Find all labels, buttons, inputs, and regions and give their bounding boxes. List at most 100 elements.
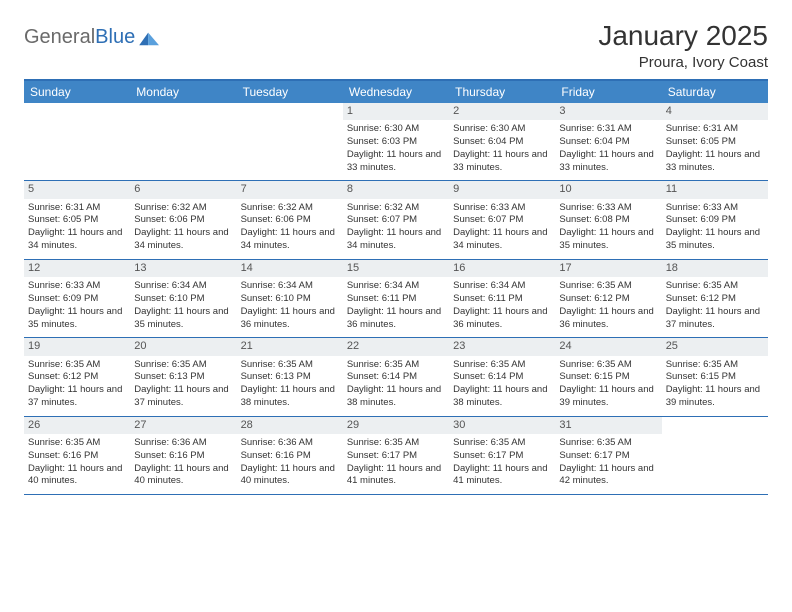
day-number: 27 [130,417,236,434]
sunset-line: Sunset: 6:13 PM [134,371,232,384]
day-cell: 31Sunrise: 6:35 AMSunset: 6:17 PMDayligh… [555,416,661,494]
week-row: 1Sunrise: 6:30 AMSunset: 6:03 PMDaylight… [24,103,768,181]
day-number: 26 [24,417,130,434]
day-cell: 9Sunrise: 6:33 AMSunset: 6:07 PMDaylight… [449,181,555,259]
day-info: Sunrise: 6:34 AMSunset: 6:11 PMDaylight:… [343,277,449,337]
day-info: Sunrise: 6:31 AMSunset: 6:05 PMDaylight:… [24,199,130,259]
day-number [130,103,236,120]
sunrise-line: Sunrise: 6:31 AM [559,123,657,136]
daylight-line: Daylight: 11 hours and 37 minutes. [28,384,126,410]
daylight-line: Daylight: 11 hours and 35 minutes. [666,227,764,253]
day-cell: 24Sunrise: 6:35 AMSunset: 6:15 PMDayligh… [555,338,661,416]
day-info: Sunrise: 6:32 AMSunset: 6:06 PMDaylight:… [237,199,343,259]
daylight-line: Daylight: 11 hours and 38 minutes. [453,384,551,410]
sunrise-line: Sunrise: 6:30 AM [453,123,551,136]
sunset-line: Sunset: 6:17 PM [559,450,657,463]
sunset-line: Sunset: 6:12 PM [28,371,126,384]
sunset-line: Sunset: 6:17 PM [347,450,445,463]
day-number [662,417,768,434]
day-number: 23 [449,338,555,355]
daylight-line: Daylight: 11 hours and 35 minutes. [559,227,657,253]
day-cell: 10Sunrise: 6:33 AMSunset: 6:08 PMDayligh… [555,181,661,259]
sunset-line: Sunset: 6:11 PM [347,293,445,306]
day-cell: 19Sunrise: 6:35 AMSunset: 6:12 PMDayligh… [24,338,130,416]
calendar-body: 1Sunrise: 6:30 AMSunset: 6:03 PMDaylight… [24,103,768,495]
day-info: Sunrise: 6:34 AMSunset: 6:11 PMDaylight:… [449,277,555,337]
day-number: 6 [130,181,236,198]
brand-part1: General [24,26,95,49]
header: GeneralBlue January 2025 Proura, Ivory C… [24,20,768,71]
day-number: 31 [555,417,661,434]
daylight-line: Daylight: 11 hours and 40 minutes. [241,463,339,489]
day-number: 5 [24,181,130,198]
day-number: 10 [555,181,661,198]
sunrise-line: Sunrise: 6:34 AM [453,280,551,293]
daylight-line: Daylight: 11 hours and 37 minutes. [134,384,232,410]
day-cell: 6Sunrise: 6:32 AMSunset: 6:06 PMDaylight… [130,181,236,259]
dow-wednesday: Wednesday [343,81,449,103]
day-cell: 3Sunrise: 6:31 AMSunset: 6:04 PMDaylight… [555,103,661,181]
day-info: Sunrise: 6:35 AMSunset: 6:17 PMDaylight:… [343,434,449,494]
daylight-line: Daylight: 11 hours and 34 minutes. [134,227,232,253]
day-cell: 7Sunrise: 6:32 AMSunset: 6:06 PMDaylight… [237,181,343,259]
sunset-line: Sunset: 6:10 PM [241,293,339,306]
day-number: 2 [449,103,555,120]
day-cell: 5Sunrise: 6:31 AMSunset: 6:05 PMDaylight… [24,181,130,259]
sunset-line: Sunset: 6:15 PM [666,371,764,384]
sunrise-line: Sunrise: 6:35 AM [347,359,445,372]
week-row: 12Sunrise: 6:33 AMSunset: 6:09 PMDayligh… [24,259,768,337]
dow-thursday: Thursday [449,81,555,103]
day-info: Sunrise: 6:35 AMSunset: 6:16 PMDaylight:… [24,434,130,494]
title-block: January 2025 Proura, Ivory Coast [598,20,768,71]
day-info: Sunrise: 6:35 AMSunset: 6:13 PMDaylight:… [237,356,343,416]
dow-row: Sunday Monday Tuesday Wednesday Thursday… [24,81,768,103]
day-number [237,103,343,120]
sunrise-line: Sunrise: 6:35 AM [28,437,126,450]
daylight-line: Daylight: 11 hours and 33 minutes. [559,149,657,175]
month-title: January 2025 [598,20,768,52]
day-number: 24 [555,338,661,355]
sunrise-line: Sunrise: 6:33 AM [559,202,657,215]
daylight-line: Daylight: 11 hours and 38 minutes. [241,384,339,410]
day-cell: 29Sunrise: 6:35 AMSunset: 6:17 PMDayligh… [343,416,449,494]
day-number: 30 [449,417,555,434]
daylight-line: Daylight: 11 hours and 35 minutes. [134,306,232,332]
daylight-line: Daylight: 11 hours and 40 minutes. [28,463,126,489]
dow-saturday: Saturday [662,81,768,103]
sunrise-line: Sunrise: 6:32 AM [347,202,445,215]
day-cell: 17Sunrise: 6:35 AMSunset: 6:12 PMDayligh… [555,259,661,337]
dow-tuesday: Tuesday [237,81,343,103]
day-cell: 11Sunrise: 6:33 AMSunset: 6:09 PMDayligh… [662,181,768,259]
calendar-table: Sunday Monday Tuesday Wednesday Thursday… [24,81,768,495]
day-info: Sunrise: 6:34 AMSunset: 6:10 PMDaylight:… [130,277,236,337]
sunrise-line: Sunrise: 6:35 AM [28,359,126,372]
day-info: Sunrise: 6:35 AMSunset: 6:17 PMDaylight:… [555,434,661,494]
day-info: Sunrise: 6:30 AMSunset: 6:03 PMDaylight:… [343,120,449,180]
empty-cell [237,103,343,181]
location: Proura, Ivory Coast [598,54,768,71]
sunset-line: Sunset: 6:14 PM [453,371,551,384]
sunrise-line: Sunrise: 6:32 AM [241,202,339,215]
sunset-line: Sunset: 6:10 PM [134,293,232,306]
day-cell: 21Sunrise: 6:35 AMSunset: 6:13 PMDayligh… [237,338,343,416]
sunset-line: Sunset: 6:05 PM [28,214,126,227]
daylight-line: Daylight: 11 hours and 34 minutes. [28,227,126,253]
sunset-line: Sunset: 6:16 PM [241,450,339,463]
week-row: 5Sunrise: 6:31 AMSunset: 6:05 PMDaylight… [24,181,768,259]
day-info: Sunrise: 6:33 AMSunset: 6:07 PMDaylight:… [449,199,555,259]
day-number [24,103,130,120]
day-cell: 28Sunrise: 6:36 AMSunset: 6:16 PMDayligh… [237,416,343,494]
sunset-line: Sunset: 6:14 PM [347,371,445,384]
day-cell: 18Sunrise: 6:35 AMSunset: 6:12 PMDayligh… [662,259,768,337]
sunset-line: Sunset: 6:07 PM [453,214,551,227]
day-cell: 20Sunrise: 6:35 AMSunset: 6:13 PMDayligh… [130,338,236,416]
day-number: 20 [130,338,236,355]
dow-sunday: Sunday [24,81,130,103]
sunset-line: Sunset: 6:12 PM [666,293,764,306]
empty-cell [130,103,236,181]
sunset-line: Sunset: 6:09 PM [666,214,764,227]
day-number: 3 [555,103,661,120]
sunrise-line: Sunrise: 6:31 AM [666,123,764,136]
sunrise-line: Sunrise: 6:35 AM [666,359,764,372]
sunrise-line: Sunrise: 6:33 AM [666,202,764,215]
